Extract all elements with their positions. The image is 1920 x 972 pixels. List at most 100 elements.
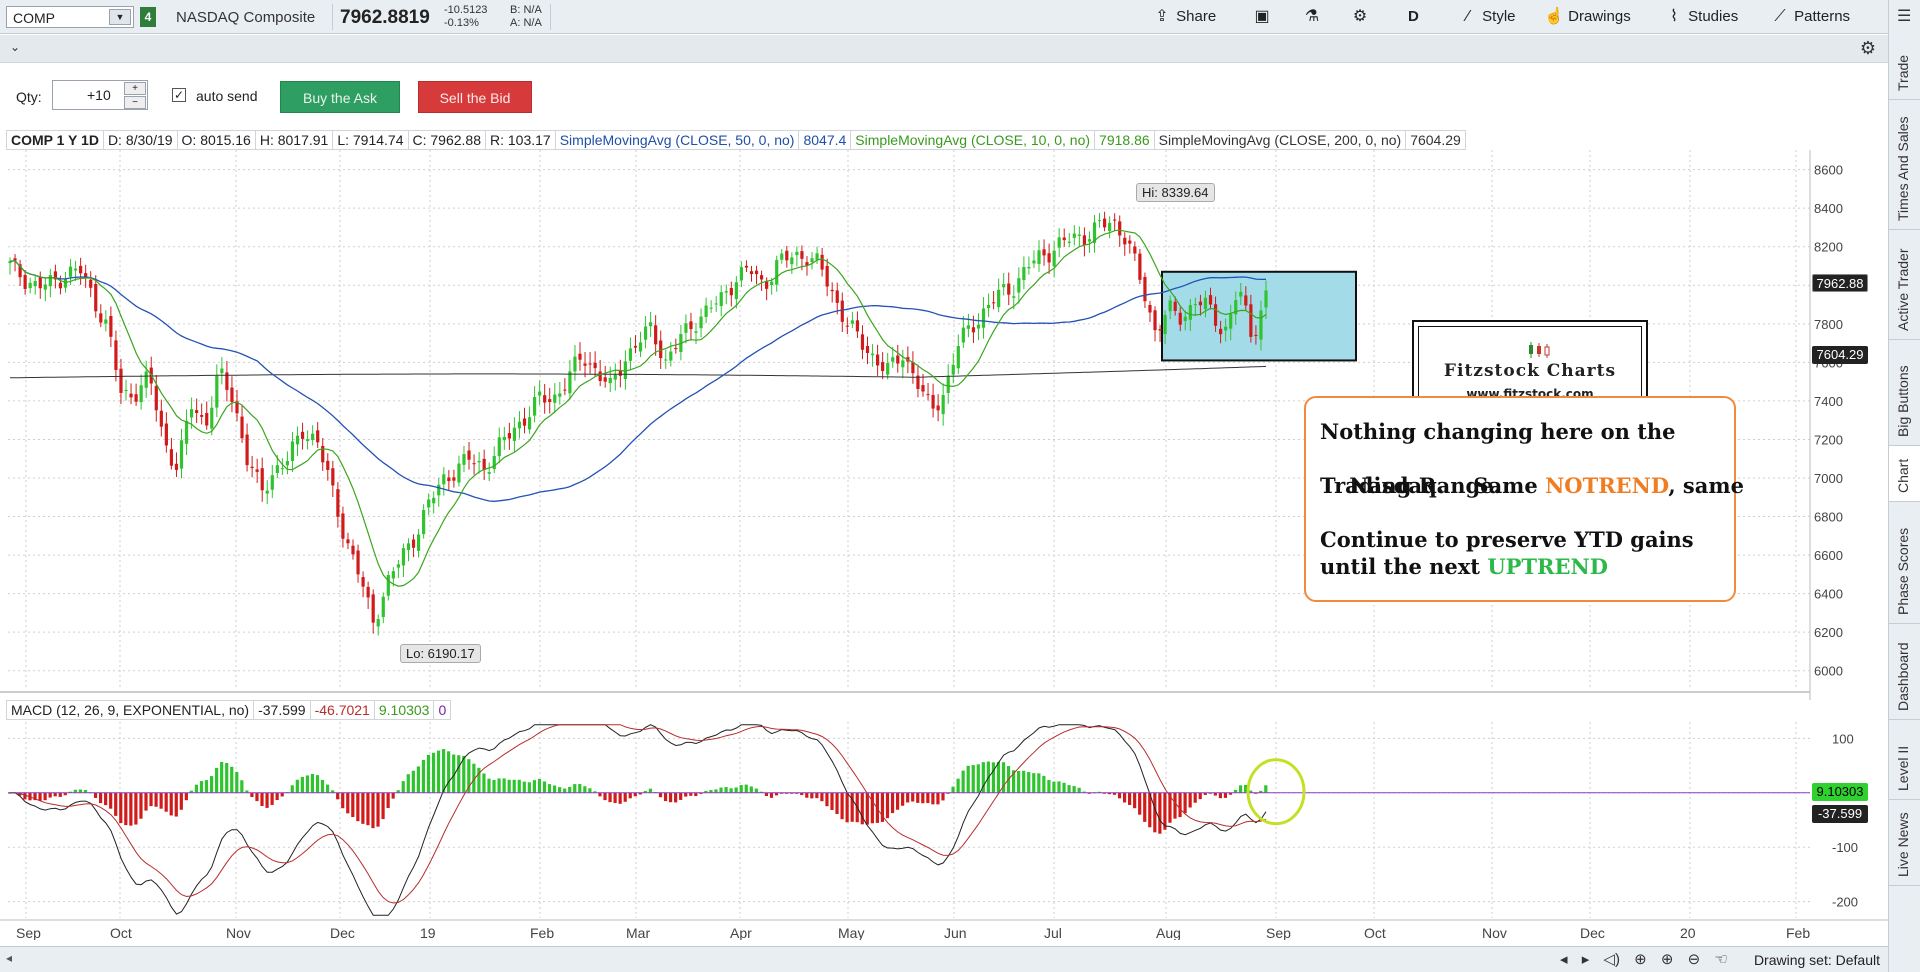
side-tab-active-trader[interactable]: Active Trader bbox=[1889, 230, 1920, 340]
candle-body bbox=[457, 463, 461, 483]
scroll-left-icon[interactable]: ◂ bbox=[6, 951, 13, 965]
patterns-button[interactable]: ⟋ Patterns bbox=[1770, 4, 1850, 30]
sma10-label[interactable]: SimpleMovingAvg (CLOSE, 10, 0, no) bbox=[850, 130, 1096, 150]
side-tab-times-and-sales[interactable]: Times And Sales bbox=[1889, 100, 1920, 230]
macd-histogram-bar bbox=[769, 792, 774, 798]
macd-histogram-bar bbox=[164, 792, 168, 812]
candle-body bbox=[437, 484, 441, 496]
symbol-dropdown-button[interactable]: ▼ bbox=[109, 9, 131, 25]
candle-body bbox=[684, 323, 688, 333]
macd-histogram-bar bbox=[941, 792, 945, 801]
scroll-left-small-icon[interactable]: ◂ bbox=[1560, 951, 1568, 968]
time-axis: Sep Oct Nov Dec 19 Feb Mar Apr May Jun Jul Aug Sep Oc… bbox=[0, 919, 1888, 940]
candle-body bbox=[981, 308, 986, 328]
symbol-input[interactable]: COMP ▼ bbox=[6, 6, 134, 28]
auto-send-checkbox[interactable]: ✓ bbox=[172, 88, 186, 102]
style-button[interactable]: ∕ Style bbox=[1458, 4, 1516, 30]
scroll-right-small-icon[interactable]: ▸ bbox=[1581, 951, 1590, 968]
lab-button[interactable]: ⚗ bbox=[1302, 4, 1322, 30]
candle-body bbox=[497, 437, 501, 457]
candle-body bbox=[109, 316, 113, 337]
candle-body bbox=[58, 282, 63, 289]
candle-body bbox=[1153, 310, 1157, 331]
candle-body bbox=[714, 303, 718, 305]
zoom-out-icon[interactable]: ⊖ bbox=[1687, 951, 1701, 968]
period-button[interactable]: D bbox=[1408, 4, 1419, 30]
side-tab-phase-scores[interactable]: Phase Scores bbox=[1889, 502, 1920, 624]
macd-value: -37.599 bbox=[253, 700, 311, 720]
macd-histogram-bar bbox=[240, 780, 244, 793]
side-tab-big-buttons[interactable]: Big Buttons bbox=[1889, 340, 1920, 446]
chevron-down-icon[interactable]: ⌄ bbox=[10, 40, 21, 54]
crosshair-icon[interactable]: ⊕ bbox=[1634, 951, 1647, 968]
side-tab-chart[interactable]: Chart bbox=[1889, 446, 1920, 502]
share-label: Share bbox=[1176, 8, 1217, 25]
macd-label[interactable]: MACD (12, 26, 9, EXPONENTIAL, no) bbox=[6, 700, 255, 720]
time-tick-label: Jul bbox=[1044, 925, 1062, 940]
macd-histogram-bar bbox=[1183, 792, 1187, 814]
candle-body bbox=[1203, 297, 1208, 310]
drawings-button[interactable]: ☝ Drawings bbox=[1544, 4, 1631, 30]
candle-body bbox=[205, 413, 209, 426]
alert-button[interactable]: ▣ bbox=[1252, 4, 1272, 30]
side-tab-level-ii[interactable]: Level II bbox=[1889, 720, 1920, 800]
macd-histogram-bar bbox=[1173, 792, 1177, 819]
low-bubble: Lo: 6190.17 bbox=[400, 644, 481, 663]
buy-the-ask-button[interactable]: Buy the Ask bbox=[280, 81, 400, 113]
candle-body bbox=[28, 282, 32, 289]
logo-candles-icon bbox=[1529, 342, 1550, 358]
side-tab-trade[interactable]: Trade bbox=[1889, 30, 1920, 100]
sma50-label[interactable]: SimpleMovingAvg (CLOSE, 50, 0, no) bbox=[554, 130, 800, 150]
side-tab-live-news[interactable]: Live News bbox=[1889, 800, 1920, 886]
candle-body bbox=[1244, 295, 1248, 306]
macd-histogram-bar bbox=[1233, 789, 1238, 793]
macd-histogram-bar bbox=[522, 781, 526, 793]
sell-the-bid-button[interactable]: Sell the Bid bbox=[418, 81, 532, 113]
sma200-label[interactable]: SimpleMovingAvg (CLOSE, 200, 0, no) bbox=[1153, 130, 1407, 150]
annotation-box[interactable]: Nothing changing here on the Nasdaq. Sam… bbox=[1304, 396, 1744, 602]
candle-body bbox=[306, 439, 310, 442]
price-chart[interactable]: 6000620064006600680070007200740076007800… bbox=[0, 150, 1888, 940]
candle-body bbox=[689, 321, 693, 330]
macd-histogram-bar bbox=[169, 792, 173, 816]
macd-histogram-bar bbox=[1052, 781, 1056, 793]
pan-hand-icon[interactable]: ☜ bbox=[1714, 951, 1728, 968]
chart-header: COMP 1 Y 1D D: 8/30/19 O: 8015.16 H: 8017.9… bbox=[6, 130, 1466, 150]
candle-body bbox=[38, 277, 42, 289]
qty-increment-button[interactable]: + bbox=[124, 82, 146, 95]
candle-body bbox=[618, 370, 622, 376]
candle-body bbox=[200, 415, 204, 417]
macd-histogram-bar bbox=[921, 792, 925, 804]
candles bbox=[8, 211, 1268, 636]
price-tick-label: 6400 bbox=[1814, 587, 1843, 602]
candle-body bbox=[825, 265, 829, 287]
candle-body bbox=[300, 431, 305, 439]
zoom-in-icon[interactable]: ⊕ bbox=[1660, 951, 1674, 968]
macd-histogram-bar bbox=[346, 792, 350, 814]
macd-histogram-bar bbox=[245, 790, 249, 793]
candle-body bbox=[916, 375, 920, 389]
gear-icon[interactable]: ⚙ bbox=[1859, 38, 1876, 58]
drawing-set-label[interactable]: Drawing set: Default bbox=[1753, 952, 1880, 968]
link-badge[interactable]: 4 bbox=[140, 7, 156, 27]
speaker-icon[interactable]: ◁) bbox=[1603, 951, 1620, 968]
candle-body bbox=[1022, 266, 1026, 280]
macd-histogram-bar bbox=[215, 767, 219, 793]
share-button[interactable]: ⇪ Share bbox=[1152, 4, 1216, 30]
candle-body bbox=[467, 450, 471, 460]
studies-button[interactable]: ⌇ Studies bbox=[1664, 4, 1738, 30]
candle-body bbox=[875, 354, 880, 366]
macd-histogram-bar bbox=[472, 763, 476, 793]
candle-body bbox=[941, 394, 945, 415]
macd-tick-label: 100 bbox=[1832, 731, 1854, 746]
macd-histogram-bar bbox=[361, 792, 365, 824]
settings-button[interactable]: ⚙ bbox=[1350, 4, 1370, 30]
macd-histogram-bar bbox=[33, 792, 37, 801]
candle-body bbox=[759, 275, 764, 280]
menu-icon[interactable]: ☰ bbox=[1897, 8, 1912, 25]
qty-decrement-button[interactable]: − bbox=[124, 96, 146, 109]
candle-body bbox=[855, 320, 860, 332]
macd-histogram-bar bbox=[447, 751, 451, 793]
side-tab-dashboard[interactable]: Dashboard bbox=[1889, 624, 1920, 720]
chart-symbol-period[interactable]: COMP 1 Y 1D bbox=[6, 130, 104, 150]
